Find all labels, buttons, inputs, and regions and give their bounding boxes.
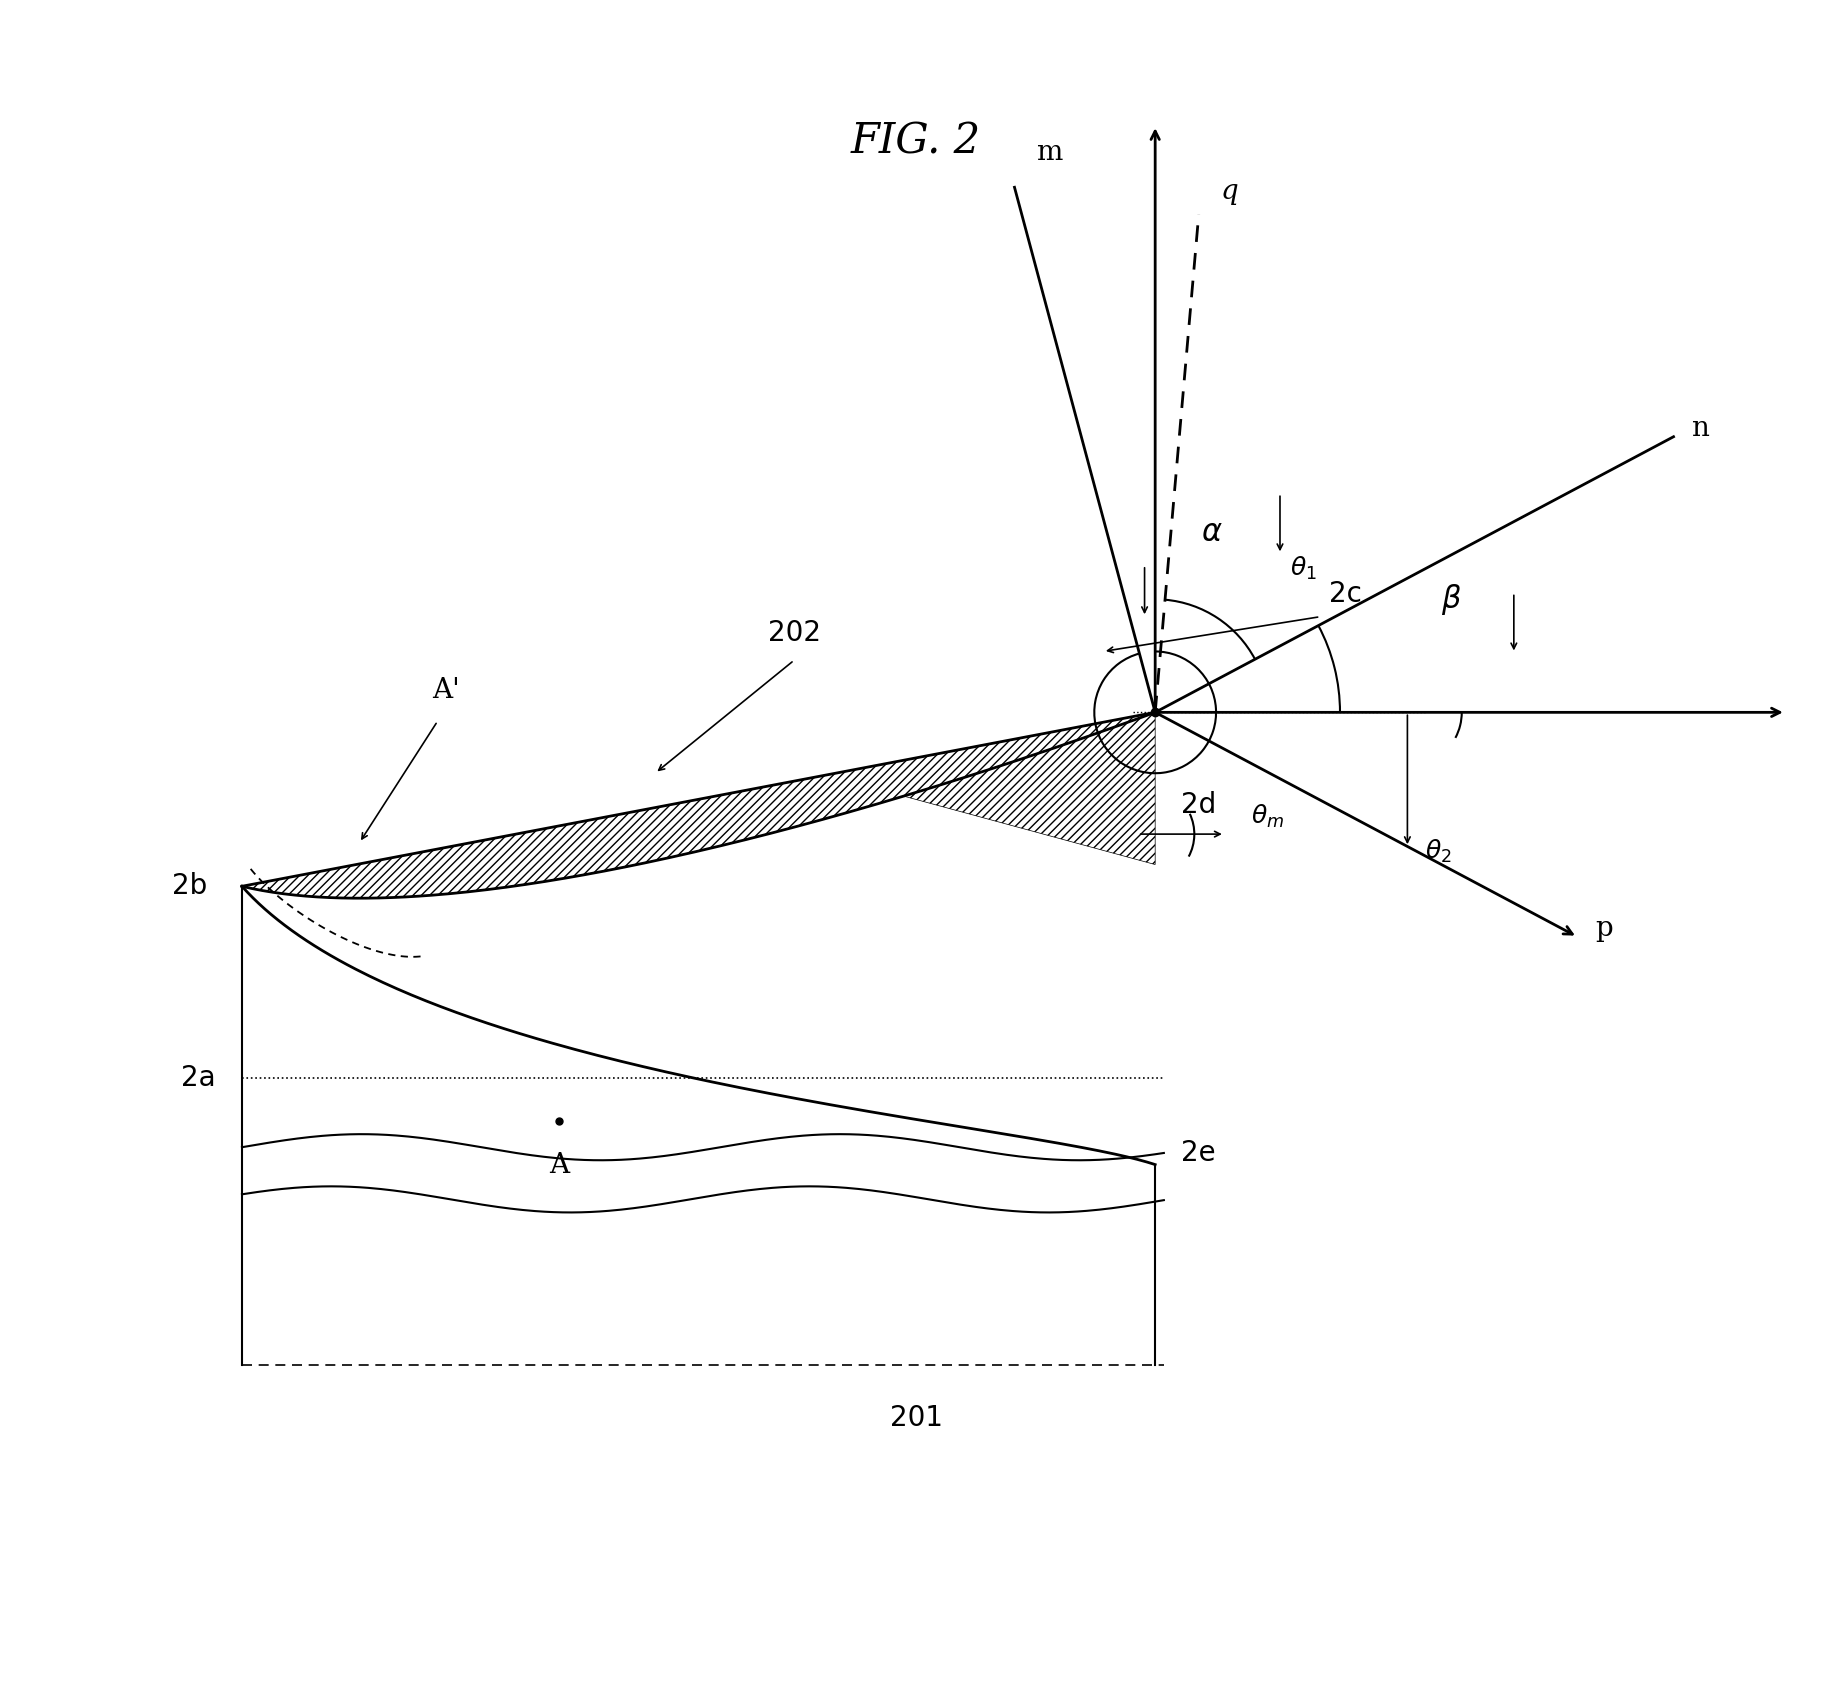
Text: A': A' [432, 676, 460, 703]
Text: n: n [1691, 414, 1709, 441]
Text: A: A [550, 1151, 570, 1178]
Text: 201: 201 [890, 1403, 942, 1432]
Text: FIG. 2: FIG. 2 [850, 121, 982, 163]
Text: m: m [1037, 138, 1063, 165]
Text: 2e: 2e [1182, 1139, 1216, 1167]
Text: $\alpha$: $\alpha$ [1200, 518, 1222, 547]
Text: 2a: 2a [181, 1064, 216, 1092]
Text: 2d: 2d [1182, 790, 1216, 819]
Text: 202: 202 [768, 620, 821, 647]
Text: $\theta_m$: $\theta_m$ [1251, 804, 1284, 831]
Text: $\beta$: $\beta$ [1440, 582, 1462, 616]
Text: $\theta_1$: $\theta_1$ [1290, 555, 1317, 582]
Text: 2c: 2c [1330, 581, 1361, 608]
Text: p: p [1596, 915, 1612, 942]
Text: 2b: 2b [172, 872, 207, 901]
Text: $\theta_2$: $\theta_2$ [1425, 838, 1451, 865]
Text: q: q [1220, 179, 1238, 206]
